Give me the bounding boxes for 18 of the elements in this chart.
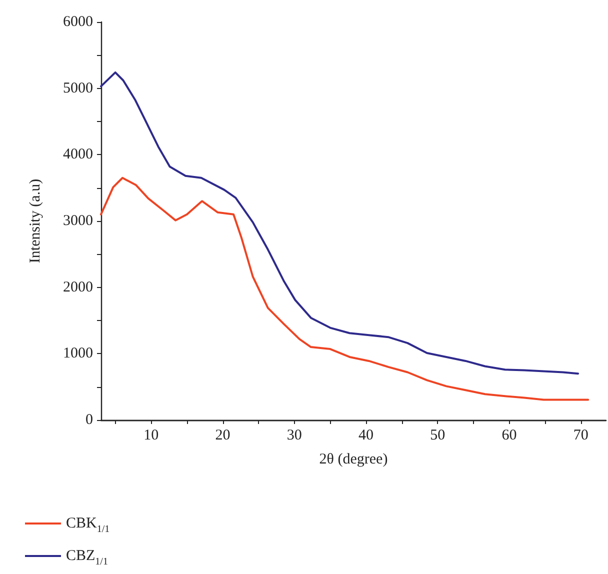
x-tick-label: 10 — [144, 428, 159, 444]
x-tick-label: 50 — [430, 428, 446, 444]
x-tick-label: 70 — [573, 428, 588, 444]
y-tick-label: 6000 — [63, 14, 93, 30]
x-axis-title: 2θ (degree) — [319, 452, 388, 468]
y-tick-label: 0 — [86, 412, 93, 428]
y-tick-label: 5000 — [63, 80, 93, 96]
x-tick-label: 30 — [286, 428, 302, 444]
y-tick-label: 2000 — [63, 279, 93, 296]
y-tick-label: 1000 — [63, 346, 93, 362]
x-tick-label: 60 — [502, 428, 517, 444]
line-series — [100, 176, 590, 401]
x-tick-label: 20 — [215, 428, 230, 444]
line-series — [100, 71, 580, 375]
y-tick-label: 3000 — [63, 213, 93, 229]
x-tick-label: 40 — [358, 428, 374, 444]
y-tick-label: 4000 — [63, 146, 93, 163]
y-axis-title: Intensity (a.u) — [28, 178, 44, 264]
